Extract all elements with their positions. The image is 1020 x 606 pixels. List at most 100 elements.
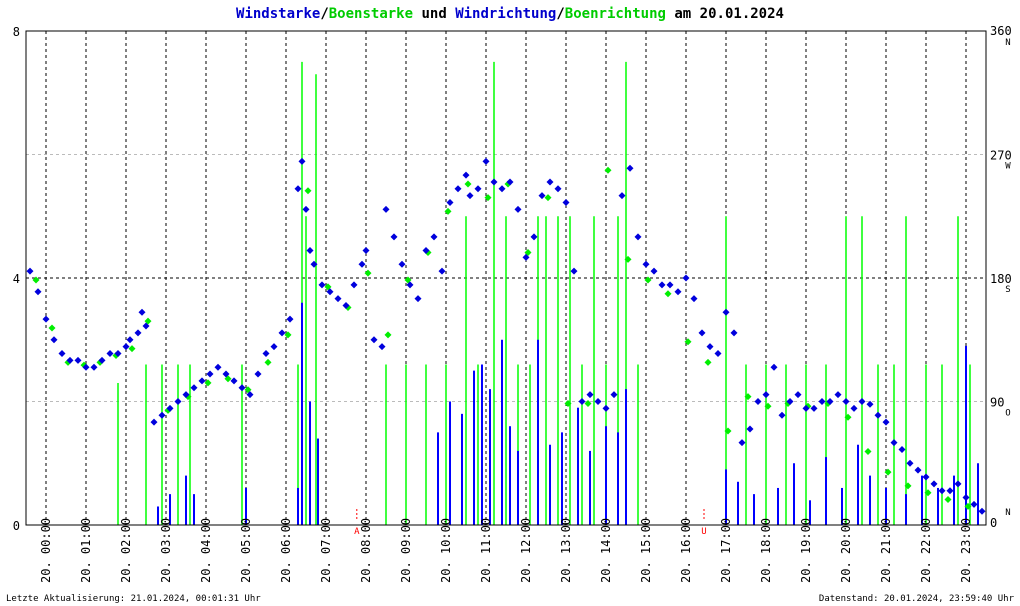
direction-point (306, 247, 314, 255)
direction-point (546, 178, 554, 186)
direction-point (666, 281, 674, 289)
title-wind-direction: Windrichtung (455, 6, 556, 22)
direction-point (422, 247, 430, 255)
direction-point (530, 233, 538, 241)
gust-direction-point (684, 338, 692, 346)
direction-point (898, 446, 906, 454)
direction-point (658, 281, 666, 289)
direction-point (594, 398, 602, 405)
gust-direction-point (264, 358, 272, 366)
x-tick-label: 20. 13:00 (559, 518, 573, 583)
x-tick-label: 20. 16:00 (679, 518, 693, 583)
title-wind-speed: Windstarke (236, 6, 320, 22)
direction-point (490, 178, 498, 186)
plot-frame (25, 30, 987, 526)
direction-point (714, 349, 722, 357)
gust-direction-point (964, 502, 972, 510)
gust-direction-point (128, 345, 136, 353)
x-tick-label: 20. 20:00 (839, 518, 853, 583)
direction-point (778, 411, 786, 419)
gust-bars (117, 61, 971, 525)
sunrise-marker-label: A (354, 527, 360, 537)
direction-point (762, 391, 770, 399)
title-and: und (413, 6, 455, 22)
gust-direction-point (48, 324, 56, 332)
direction-point (302, 205, 310, 213)
x-tick-label: 20. 19:00 (799, 518, 813, 583)
gust-direction-point (944, 496, 952, 504)
footer-data-state: Datenstand: 20.01.2024, 23:59:40 Uhr (819, 594, 1015, 604)
gust-direction-point (364, 269, 372, 277)
direction-point (182, 391, 190, 399)
direction-point (150, 418, 158, 426)
direction-point (230, 377, 238, 385)
gust-direction-point (204, 379, 212, 387)
direction-point (362, 247, 370, 255)
title-date-prefix: am (666, 6, 700, 22)
gust-direction-point (584, 400, 592, 407)
direction-point (122, 343, 130, 351)
direction-point (106, 349, 114, 357)
footer-last-update: Letzte Aktualisierung: 21.01.2024, 00:01… (6, 594, 261, 604)
gust-direction-point (384, 331, 392, 339)
x-tick-label: 20. 07:00 (319, 518, 333, 583)
direction-point (370, 336, 378, 344)
gust-direction-point (484, 194, 492, 202)
direction-point (610, 391, 618, 399)
x-tick-label: 20. 09:00 (399, 518, 413, 583)
direction-point (414, 295, 422, 303)
compass-label: S (1005, 285, 1010, 295)
direction-point (214, 363, 222, 371)
direction-point (90, 363, 98, 371)
direction-markers (26, 157, 986, 515)
direction-point (26, 267, 34, 275)
direction-point (818, 398, 826, 405)
y-right-tick-label: 270 (990, 149, 1012, 163)
chart-title: Windstarke/Boenstarke und Windrichtung/B… (236, 6, 784, 22)
direction-point (802, 404, 810, 412)
x-tick-label: 20. 05:00 (239, 518, 253, 583)
compass-label: W (1005, 162, 1011, 172)
direction-point (482, 157, 490, 165)
direction-point (634, 233, 642, 241)
gust-direction-point (744, 393, 752, 401)
direction-point (298, 157, 306, 165)
direction-point (874, 411, 882, 419)
direction-point (570, 267, 578, 275)
direction-point (474, 185, 482, 193)
gust-direction-point (284, 331, 292, 339)
direction-point (586, 391, 594, 399)
direction-point (254, 370, 262, 378)
direction-point (190, 384, 198, 392)
x-tick-label: 20. 04:00 (199, 518, 213, 583)
direction-point (730, 329, 738, 337)
direction-point (858, 398, 866, 405)
compass-label: O (1005, 409, 1010, 419)
direction-point (318, 281, 326, 289)
gust-direction-point (864, 448, 872, 456)
direction-point (294, 185, 302, 193)
direction-point (98, 356, 106, 364)
direction-point (50, 336, 58, 344)
direction-point (538, 192, 546, 200)
direction-point (278, 329, 286, 337)
gust-direction-point (444, 207, 452, 215)
direction-point (970, 500, 978, 508)
direction-point (618, 192, 626, 200)
direction-point (66, 356, 74, 364)
direction-point (42, 315, 50, 323)
direction-point (578, 398, 586, 405)
x-tick-label: 20. 02:00 (119, 518, 133, 583)
direction-point (286, 315, 294, 323)
direction-point (498, 185, 506, 193)
title-sep1: / (320, 6, 328, 22)
direction-point (562, 199, 570, 207)
direction-point (222, 370, 230, 378)
direction-point (842, 398, 850, 405)
y-right-tick-label: 90 (990, 396, 1004, 410)
x-tick-label: 20. 21:00 (879, 518, 893, 583)
direction-point (914, 466, 922, 474)
direction-point (310, 260, 318, 268)
